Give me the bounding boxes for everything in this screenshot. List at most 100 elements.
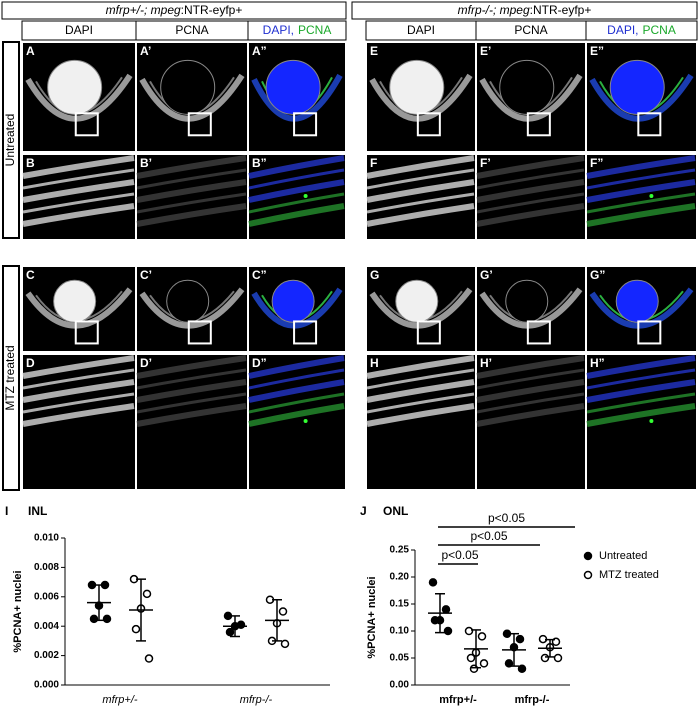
lens [389, 59, 445, 115]
layer [136, 403, 247, 427]
image-panel: F’ [476, 155, 585, 239]
layer [586, 168, 696, 190]
column-label: DAPI [407, 23, 435, 37]
y-tick-label: 0.000 [34, 680, 59, 691]
layer [22, 392, 135, 414]
inset-box [416, 112, 441, 137]
layer [476, 392, 585, 414]
layer [476, 379, 585, 403]
column-label-part: PCNA [298, 23, 331, 37]
layer [248, 403, 345, 427]
data-point [515, 634, 525, 644]
inset-box [637, 112, 662, 137]
y-axis-label: %PCNA+ nuclei [12, 570, 24, 652]
layer [22, 168, 135, 190]
panel-letter: H [370, 356, 379, 370]
data-point [540, 653, 550, 663]
chart-title: INL [28, 504, 47, 518]
image-panel: D’ [136, 355, 247, 489]
panel-letter: H” [590, 356, 605, 370]
lens [53, 279, 97, 323]
image-panel: D” [248, 355, 345, 489]
image-panel: G [367, 267, 475, 351]
layer [476, 368, 585, 390]
panel-letter: D [26, 356, 35, 370]
inset-box [526, 112, 551, 137]
layer [22, 368, 135, 390]
lens [395, 279, 439, 323]
column-label-part: PCNA [643, 23, 676, 37]
layer [476, 179, 585, 203]
panel-letter: C” [252, 268, 267, 282]
legend-marker [583, 551, 593, 561]
significance-label: p<0.05 [470, 529, 507, 543]
layer [586, 403, 696, 427]
panel-letter: A [26, 44, 35, 58]
retina [25, 287, 133, 329]
image-panel: E’ [477, 43, 585, 151]
layer [22, 355, 135, 379]
data-point [430, 615, 440, 625]
data-point [477, 632, 487, 641]
header-box [1, 1, 347, 20]
column-label: PCNA [175, 23, 208, 37]
row-label-box [2, 265, 20, 491]
y-tick-label: 0.002 [34, 650, 59, 661]
retina [139, 287, 245, 329]
column-label-box [247, 20, 347, 41]
data-point [142, 589, 152, 599]
data-point [144, 654, 154, 663]
legend-marker [583, 570, 593, 580]
lens [160, 59, 216, 115]
inset-box [74, 320, 99, 345]
inset-box [293, 320, 318, 345]
layer [22, 179, 135, 203]
image-panel: E” [587, 43, 696, 151]
column-label: DAPI, PCNA [263, 23, 332, 37]
column-label: PCNA [514, 23, 547, 37]
panel-letter: F [370, 156, 377, 170]
y-tick-label: 0.008 [34, 562, 59, 573]
layer [248, 392, 345, 414]
panel-letter: G” [590, 268, 605, 282]
x-tick-label: mfrp-/- [240, 694, 273, 706]
retina [589, 287, 694, 329]
column-label-part: DAPI, [607, 23, 638, 37]
retina [479, 73, 583, 122]
layer [476, 403, 585, 427]
layer [136, 379, 247, 403]
retina [25, 73, 133, 122]
layer [136, 203, 247, 227]
lens [615, 279, 659, 323]
layer [136, 368, 247, 390]
panel-letter: A’ [140, 44, 151, 58]
y-tick-label: 0.010 [34, 533, 59, 544]
layer [136, 192, 247, 214]
inset-box [187, 320, 212, 345]
data-point [280, 639, 290, 649]
panel-letter: C [26, 268, 35, 282]
y-tick-label: 0.004 [34, 621, 59, 632]
image-panel: E [367, 43, 475, 151]
panel-letter: J [360, 504, 367, 518]
data-point [278, 607, 288, 616]
lens [505, 279, 549, 323]
data-point [225, 627, 235, 637]
data-point [504, 659, 514, 668]
panel-letter: E [370, 44, 378, 58]
panel-letter: G’ [480, 268, 493, 282]
y-tick-label: 0.05 [390, 653, 410, 664]
layer [476, 168, 585, 190]
layer [366, 192, 475, 214]
row-label: Untreated [3, 114, 17, 167]
y-tick-label: 0.25 [390, 545, 410, 556]
layer [366, 179, 475, 203]
legend-label: Untreated [599, 550, 647, 562]
panel-letter: H’ [480, 356, 492, 370]
header-box [351, 1, 698, 20]
panel-letter: D’ [140, 356, 152, 370]
data-point [428, 578, 438, 587]
image-panel: H [366, 355, 475, 489]
header: mfrp-/-; mpeg:NTR-eyfp+ [458, 3, 592, 17]
